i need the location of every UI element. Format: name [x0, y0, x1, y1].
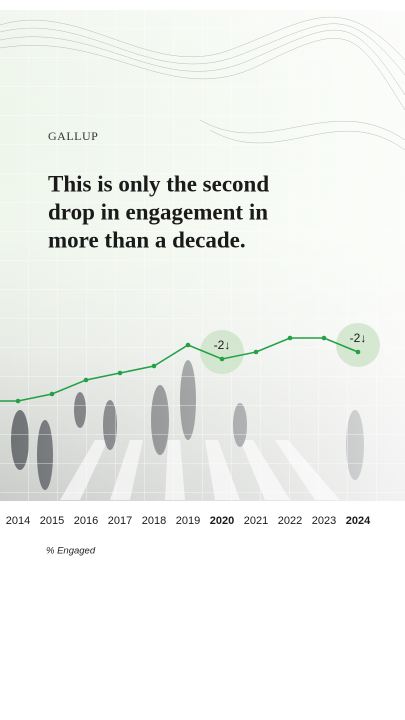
x-tick-label: 2022 [278, 515, 302, 527]
data-point [151, 363, 157, 369]
annotation-label: -2↓ [350, 331, 367, 345]
data-point [15, 398, 21, 404]
headline: This is only the second [48, 171, 269, 196]
data-point [49, 391, 55, 397]
plot: -2↓ -2↓ [0, 323, 380, 404]
x-tick-label: 2016 [74, 515, 98, 527]
data-point [253, 349, 259, 355]
data-point [321, 335, 327, 341]
x-tick-label: 2019 [176, 515, 200, 527]
data-point [287, 335, 293, 341]
data-point [185, 342, 191, 348]
data-point [83, 377, 89, 383]
data-line [0, 337, 359, 402]
data-point [117, 370, 123, 376]
x-tick-label: 2017 [108, 515, 132, 527]
brand-logo: GALLUP [48, 129, 98, 143]
legend-label: % Engaged [46, 546, 96, 557]
x-tick-label: 2020 [210, 515, 234, 527]
annotation-bubble [336, 323, 380, 367]
x-tick-label: 2015 [40, 515, 64, 527]
data-point [219, 356, 225, 362]
x-tick-label: 2014 [6, 515, 30, 527]
headline: more than a decade. [48, 227, 246, 252]
annotation-bubble [200, 330, 244, 374]
annotation-label: -2↓ [214, 338, 231, 352]
x-tick-label: 2024 [346, 515, 371, 527]
data-point [355, 349, 361, 355]
headline: drop in engagement in [48, 199, 268, 224]
hero-image [0, 10, 405, 501]
x-tick-label: 2023 [312, 515, 336, 527]
x-tick-label: 2018 [142, 515, 166, 527]
x-tick-label: 2021 [244, 515, 268, 527]
